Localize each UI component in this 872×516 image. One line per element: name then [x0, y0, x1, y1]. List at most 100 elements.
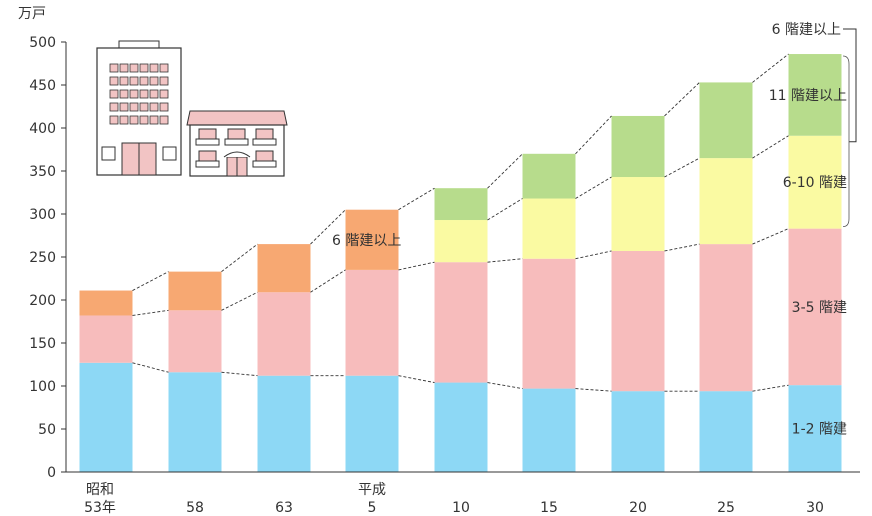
office-window	[159, 115, 169, 125]
bar-s12-3	[345, 375, 399, 472]
bar-s11-4	[434, 188, 488, 221]
office-window	[149, 76, 159, 86]
office-window	[119, 102, 129, 112]
connector-6-3	[664, 82, 700, 117]
bar-s6p-0	[79, 290, 133, 316]
bar-s35-7	[699, 244, 753, 392]
connector-5-0	[575, 388, 612, 392]
bar-s35-1	[168, 310, 222, 373]
office-window	[119, 115, 129, 125]
label-6plus-top: 6 階建以上	[772, 22, 841, 38]
office-window	[129, 89, 139, 99]
bar-s11-8	[788, 54, 842, 136]
connector-1-2	[221, 243, 258, 272]
bar-s35-3	[345, 269, 399, 376]
office-window	[109, 115, 119, 125]
connector-7-2	[752, 135, 789, 159]
connector-7-1	[752, 228, 789, 245]
x-tick-label: 53年	[84, 500, 116, 516]
connector-2-1	[310, 269, 346, 293]
bar-s610-7	[699, 158, 753, 245]
office-window	[139, 89, 149, 99]
office-window	[139, 115, 149, 125]
connector-5-2	[575, 176, 612, 199]
y-tick-label: 250	[29, 250, 56, 266]
y-tick-label: 300	[29, 207, 56, 223]
label-1-2: 1-2 階建	[792, 422, 847, 438]
connector-1-0	[221, 371, 258, 377]
bar-s12-2	[257, 375, 311, 472]
bar-s12-6	[611, 391, 665, 472]
connector-4-2	[487, 198, 523, 221]
connector-5-3	[575, 115, 612, 155]
office-window	[159, 89, 169, 99]
bar-s35-0	[79, 315, 133, 363]
office-window	[149, 89, 159, 99]
bar-s12-1	[168, 372, 222, 472]
bar-s6p-2	[257, 244, 311, 293]
bar-s6p-1	[168, 271, 222, 311]
y-tick-label: 500	[29, 35, 56, 51]
connector-4-3	[487, 153, 523, 189]
y-tick-label: 400	[29, 121, 56, 137]
y-tick-label: 450	[29, 78, 56, 94]
y-tick-label: 0	[47, 465, 56, 481]
office-window	[129, 63, 139, 73]
axes: 0 50 100 150 200 250 300 350 400 450 500 昭和 53年 58 63 平…	[29, 35, 860, 516]
bar-s35-6	[611, 250, 665, 392]
connector-7-0	[752, 384, 789, 392]
office-window	[109, 63, 119, 73]
y-tick-label: 50	[38, 422, 56, 438]
y-tick-label: 100	[29, 379, 56, 395]
x-tick-label-era: 昭和	[86, 482, 114, 498]
label-3-5: 3-5 階建	[792, 300, 847, 316]
bar-s35-4	[434, 262, 488, 383]
bar-s610-4	[434, 220, 488, 263]
office-window	[109, 76, 119, 86]
bar-s12-0	[79, 362, 133, 472]
office-window	[159, 76, 169, 86]
office-building-illustration	[96, 40, 182, 176]
bars-group	[79, 54, 842, 472]
bar-s11-6	[611, 115, 665, 178]
office-window	[159, 63, 169, 73]
connector-3-1	[398, 261, 435, 271]
connector-0-1	[132, 309, 169, 316]
label-6-10: 6-10 階建	[783, 175, 847, 191]
apartment-house-illustration	[186, 110, 288, 177]
connector-3-2	[398, 187, 435, 211]
bar-s610-5	[522, 198, 576, 259]
x-tick-label: 15	[540, 500, 558, 516]
office-window	[149, 115, 159, 125]
x-tick-label: 20	[629, 500, 647, 516]
office-window	[119, 76, 129, 86]
label-11: 11 階建以上	[769, 88, 847, 104]
bar-s610-8	[788, 135, 842, 229]
bar-s35-8	[788, 228, 842, 386]
bar-s6p-3	[345, 209, 399, 270]
bar-s11-7	[699, 82, 753, 159]
office-window	[119, 89, 129, 99]
x-tick-label: 63	[275, 500, 293, 516]
y-tick-label: 200	[29, 293, 56, 309]
office-window	[109, 89, 119, 99]
office-window	[149, 63, 159, 73]
y-tick-label: 150	[29, 336, 56, 352]
bar-s12-4	[434, 382, 488, 472]
office-window	[139, 63, 149, 73]
bracket-6plus-top	[843, 28, 857, 143]
bar-s12-7	[699, 391, 753, 472]
connector-4-0	[487, 382, 523, 390]
office-window	[139, 102, 149, 112]
brace-6plus	[842, 55, 850, 227]
office-window	[109, 102, 119, 112]
y-unit-label: 万戸	[18, 6, 46, 22]
office-window	[119, 63, 129, 73]
bar-s12-8	[788, 385, 842, 472]
connector-1-1	[221, 291, 258, 311]
bar-s35-5	[522, 258, 576, 389]
office-window	[129, 115, 139, 125]
x-tick-label: 58	[186, 500, 204, 516]
bar-s12-5	[522, 388, 576, 472]
